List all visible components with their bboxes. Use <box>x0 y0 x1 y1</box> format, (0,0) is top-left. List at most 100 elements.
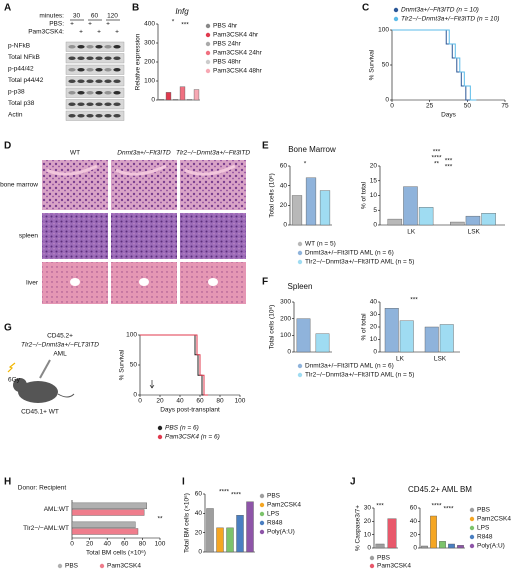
row-label: liver <box>26 280 39 287</box>
significance-label: ** <box>157 516 163 523</box>
y-tick-label: 0 <box>373 349 377 356</box>
band-label: Total p44/42 <box>8 77 44 84</box>
y-tick-label: 0 <box>133 392 137 399</box>
legend-swatch <box>259 529 265 535</box>
y-tick-label: 0 <box>151 97 155 104</box>
bar <box>226 527 234 553</box>
legend-swatch <box>369 563 375 569</box>
legend-swatch <box>469 525 475 531</box>
blot-band <box>104 79 112 84</box>
panel-title: CD45.2+ AML BM <box>408 485 472 494</box>
y-tick-label: 60 <box>410 505 418 512</box>
bar <box>465 215 481 226</box>
panel-label: D <box>4 141 11 152</box>
x-tick-label: 100 <box>235 398 246 405</box>
x-tick-label: LK <box>396 356 405 363</box>
legend-swatch <box>259 511 265 517</box>
survival-line <box>392 29 471 101</box>
y-tick-label: 20 <box>370 163 378 170</box>
legend-label: Poly(A:U) <box>477 543 505 550</box>
survival-line <box>140 334 206 396</box>
histology-image <box>111 160 177 210</box>
schematic-label: AML <box>53 351 67 358</box>
y-tick-label: 10 <box>364 531 372 538</box>
bar <box>193 89 200 101</box>
significance-label: **** <box>443 506 454 513</box>
column-header: Tlr2−/−Dnmt3a+/−Flt3ITD <box>176 150 250 157</box>
legend-swatch <box>297 363 303 369</box>
y-tick-label: 50 <box>130 362 138 369</box>
panel-label: A <box>4 3 11 14</box>
bar <box>246 501 254 553</box>
blot-band <box>95 79 103 84</box>
y-tick-label: 0 <box>373 222 377 229</box>
blot-band <box>68 56 76 61</box>
legend-swatch <box>157 434 163 440</box>
x-axis-label: Days post-transplant <box>160 407 220 414</box>
legend-label: R848 <box>477 534 493 541</box>
column-header: Dnmt3a+/−Flt3ITD <box>117 150 171 157</box>
band-label: p-p44/42 <box>8 66 34 73</box>
blot-band <box>95 44 103 49</box>
x-tick-label: 50 <box>464 103 472 110</box>
x-tick-label: 20 <box>156 398 164 405</box>
blot-band <box>77 56 85 61</box>
legend-swatch <box>469 507 475 513</box>
condition-mark: + <box>97 29 101 36</box>
y-tick-label: 200 <box>280 315 291 322</box>
y-axis-label: % Caspase3/7+ <box>355 505 362 551</box>
blot-band <box>95 102 103 107</box>
blot-band <box>68 44 76 49</box>
blot-band <box>77 79 85 84</box>
bar <box>421 545 428 549</box>
y-tick-label: 0 <box>367 545 371 552</box>
bar <box>450 221 465 226</box>
y-tick-label: 20 <box>410 531 418 538</box>
bone-trabecula <box>184 164 236 176</box>
bar <box>387 218 403 226</box>
vessel <box>70 278 80 286</box>
y-tick-label: 300 <box>280 299 291 306</box>
blot-band <box>86 67 94 72</box>
significance-label: * <box>304 161 307 168</box>
significance-label: *** <box>410 297 418 304</box>
mouse-schematic <box>7 359 75 403</box>
panel-label: E <box>262 141 269 152</box>
blot-band <box>77 102 85 107</box>
condition-label: minutes: <box>39 13 64 20</box>
bar <box>71 509 145 516</box>
bar <box>172 99 179 101</box>
chart-title: Infg <box>175 7 189 16</box>
bar <box>384 308 399 353</box>
column-header: WT <box>70 150 80 157</box>
bar <box>291 195 303 226</box>
legend-label: PBS 24hr <box>213 41 242 48</box>
x-tick-label: 80 <box>139 541 147 548</box>
blot-band <box>104 102 112 107</box>
blot-band <box>77 44 85 49</box>
condition-mark: + <box>79 29 83 36</box>
x-tick-label: 60 <box>196 398 204 405</box>
x-tick-label: 40 <box>104 541 112 548</box>
legend-label: PBS <box>65 563 79 570</box>
y-tick-label: 20 <box>370 324 378 331</box>
y-tick-label: 100 <box>144 78 155 85</box>
radiation-icon <box>7 362 16 373</box>
legend-swatch <box>469 543 475 549</box>
blot-strip <box>65 87 125 98</box>
bar <box>71 528 139 535</box>
legend-swatch <box>57 563 63 569</box>
condition-mark: 60 <box>91 13 99 20</box>
y-tick-label: 0 <box>198 549 202 556</box>
blot-band <box>77 90 85 95</box>
significance-label: *** <box>445 164 453 171</box>
legend-label: Pam3CSK4 24hr <box>213 50 263 57</box>
y-tick-label: 60 <box>280 163 288 170</box>
y-tick-label: 10 <box>370 192 378 199</box>
x-tick-label: LSK <box>434 356 447 363</box>
y-tick-label: 30 <box>370 311 378 318</box>
y-tick-label: 0 <box>385 97 389 104</box>
blot-band <box>104 44 112 49</box>
legend-swatch <box>393 16 399 22</box>
